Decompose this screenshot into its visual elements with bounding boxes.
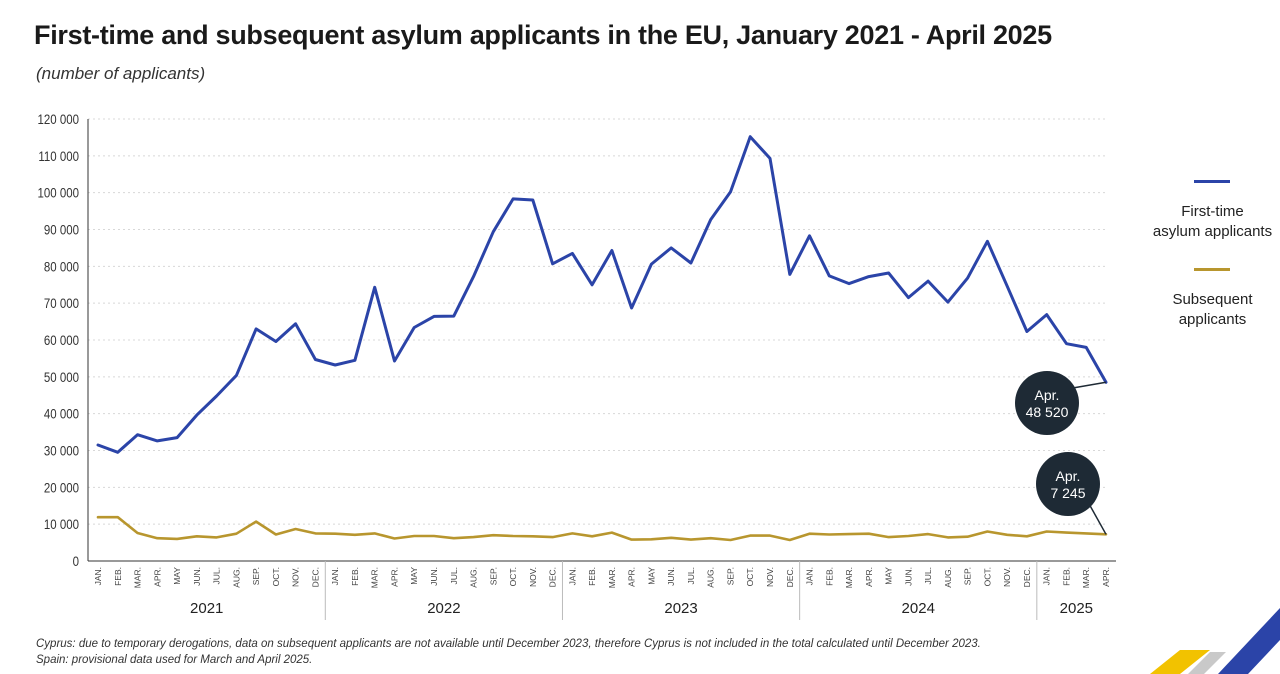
annotation-bubble [1036, 452, 1100, 516]
x-tick-label: OCT. [745, 567, 755, 586]
y-tick-label: 30 000 [44, 442, 79, 458]
x-tick-label: NOV. [528, 567, 538, 587]
y-tick-label: 80 000 [44, 258, 79, 274]
annotation-leader-line [1087, 501, 1107, 535]
x-tick-label: MAY [172, 567, 182, 585]
legend-label-first-time-line1: First-time [1181, 203, 1244, 220]
x-tick-label: JUL. [686, 567, 696, 584]
legend-label-subsequent-line2: applicants [1178, 311, 1247, 328]
y-tick-label: 20 000 [44, 479, 79, 495]
x-tick-label: MAR. [370, 567, 380, 588]
y-tick-label: 40 000 [44, 406, 79, 422]
legend-label-subsequent-line1: Subsequent [1172, 291, 1253, 308]
x-tick-label: JUN. [903, 567, 913, 586]
x-tick-label: JUL. [449, 567, 459, 584]
x-tick-label: DEC. [1022, 567, 1032, 587]
year-label: 2023 [664, 600, 697, 617]
x-tick-label: DEC. [310, 567, 320, 587]
x-tick-label: FEB. [587, 567, 597, 586]
y-tick-label: 0 [73, 553, 79, 569]
x-tick-label: JAN. [330, 567, 340, 585]
y-tick-label: 90 000 [44, 221, 79, 237]
x-tick-label: JUN. [192, 567, 202, 586]
x-tick-label: JUN. [429, 567, 439, 586]
x-tick-label: APR. [627, 567, 637, 587]
x-tick-label: MAY [884, 567, 894, 585]
x-tick-label: OCT. [508, 567, 518, 586]
x-tick-label: JAN. [805, 567, 815, 585]
y-tick-label: 50 000 [44, 369, 79, 385]
brand-logo-icon [1150, 608, 1280, 674]
chart-subtitle: (number of applicants) [36, 64, 206, 83]
x-tick-label: OCT. [271, 567, 281, 586]
x-tick-label: JUL. [212, 567, 222, 584]
legend-swatch-first-time [1194, 180, 1230, 183]
x-tick-label: AUG. [706, 567, 716, 588]
x-tick-label: MAR. [844, 567, 854, 588]
y-tick-label: 110 000 [38, 148, 79, 164]
x-tick-label: OCT. [982, 567, 992, 586]
x-tick-label: SEP. [488, 567, 498, 585]
x-tick-label: APR. [1101, 567, 1111, 587]
year-label: 2022 [427, 600, 460, 617]
x-tick-label: MAR. [1081, 567, 1091, 588]
x-tick-label: SEP. [251, 567, 261, 585]
x-tick-label: MAY [646, 567, 656, 585]
annotation-value: 7 245 [1050, 485, 1085, 501]
legend-swatch-subsequent [1194, 268, 1230, 271]
x-tick-label: JAN. [1042, 567, 1052, 585]
x-tick-label: AUG. [469, 567, 479, 588]
x-tick-label: SEP. [725, 567, 735, 585]
annotation-value: 48 520 [1026, 404, 1069, 420]
x-tick-label: NOV. [291, 567, 301, 587]
x-tick-label: MAR. [607, 567, 617, 588]
y-tick-label: 60 000 [44, 332, 79, 348]
x-tick-label: DEC. [785, 567, 795, 587]
y-tick-label: 10 000 [44, 516, 79, 532]
annotation-label: Apr. [1056, 468, 1081, 484]
x-tick-label: JAN. [93, 567, 103, 585]
series-line-subsequent [96, 515, 1108, 542]
x-tick-label: FEB. [350, 567, 360, 586]
y-tick-label: 120 000 [38, 111, 79, 127]
x-tick-label: AUG. [231, 567, 241, 588]
y-tick-label: 70 000 [44, 295, 79, 311]
legend-label-first-time: First-time asylum applicants [1145, 202, 1280, 242]
x-tick-label: APR. [152, 567, 162, 587]
x-tick-label: MAR. [133, 567, 143, 588]
legend-label-subsequent: Subsequent applicants [1145, 290, 1280, 330]
x-tick-label: MAY [409, 567, 419, 585]
x-tick-label: FEB. [1061, 567, 1071, 586]
x-tick-label: NOV. [765, 567, 775, 587]
x-tick-label: FEB. [113, 567, 123, 586]
annotation-label: Apr. [1035, 387, 1060, 403]
x-tick-label: SEP. [963, 567, 973, 585]
year-label: 2021 [190, 600, 223, 617]
x-tick-label: JUN. [666, 567, 676, 586]
year-label: 2025 [1060, 600, 1093, 617]
x-tick-label: JAN. [567, 567, 577, 585]
x-tick-label: DEC. [548, 567, 558, 587]
x-tick-label: AUG. [943, 567, 953, 588]
year-label: 2024 [902, 600, 935, 617]
chart-title: First-time and subsequent asylum applica… [34, 20, 1052, 50]
x-tick-label: APR. [864, 567, 874, 587]
x-tick-label: APR. [389, 567, 399, 587]
series-line-first-time [96, 135, 1108, 454]
annotation-bubble [1015, 371, 1079, 435]
footnote-cyprus: Cyprus: due to temporary derogations, da… [36, 638, 981, 650]
legend-label-first-time-line2: asylum applicants [1152, 223, 1273, 240]
footnote-spain: Spain: provisional data used for March a… [36, 654, 313, 666]
y-tick-label: 100 000 [38, 185, 79, 201]
x-tick-label: NOV. [1002, 567, 1012, 587]
x-tick-label: JUL. [923, 567, 933, 584]
x-tick-label: FEB. [824, 567, 834, 586]
